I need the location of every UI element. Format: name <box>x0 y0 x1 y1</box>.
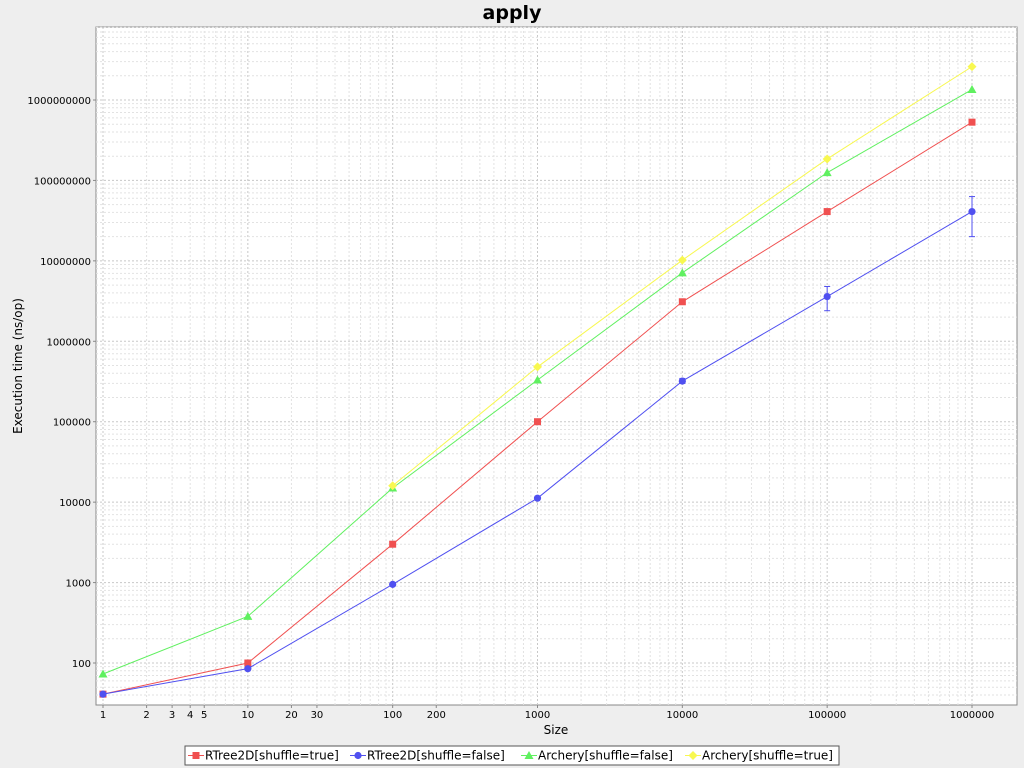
data-point <box>389 540 397 548</box>
legend-marker <box>688 751 698 760</box>
data-point <box>244 659 252 667</box>
y-tick-label: 100 <box>72 659 91 670</box>
data-point <box>678 298 686 306</box>
series-layer <box>98 62 977 698</box>
legend-label: RTree2D[shuffle=true] <box>205 749 339 763</box>
x-tick-label: 3 <box>169 710 175 721</box>
data-point <box>533 494 542 502</box>
data-point <box>823 208 831 216</box>
data-point <box>99 690 107 698</box>
data-point <box>677 268 687 277</box>
data-point <box>533 362 542 372</box>
data-point <box>967 85 977 94</box>
x-tick-label: 20 <box>285 710 298 721</box>
series-2 <box>99 196 976 698</box>
series-4 <box>388 62 977 491</box>
data-point <box>822 168 832 177</box>
legend: RTree2D[shuffle=true] RTree2D[shuffle=fal… <box>184 745 840 766</box>
x-tick-label: 100 <box>383 710 402 721</box>
x-tick-label: 100000 <box>808 710 846 721</box>
x-tick-label: 5 <box>201 710 207 721</box>
legend-label: Archery[shuffle=true] <box>702 749 833 763</box>
data-point <box>244 665 252 673</box>
x-tick-label: 2 <box>143 710 149 721</box>
data-point <box>678 377 686 385</box>
y-axis-label: Execution time (ns/op) <box>11 298 25 434</box>
legend-label: RTree2D[shuffle=false] <box>367 749 505 763</box>
data-point <box>533 375 542 384</box>
chart-title: apply <box>483 2 543 24</box>
y-tick-label: 100000 <box>53 418 91 429</box>
x-tick-label: 1000 <box>525 710 550 721</box>
x-tick-label: 1000000 <box>950 710 995 721</box>
x-tick-label: 10 <box>241 710 254 721</box>
x-axis-label: Size <box>544 723 569 737</box>
y-tick-label: 1000000 <box>46 337 91 348</box>
data-point <box>968 207 976 216</box>
y-tick-label: 10000000 <box>40 257 91 268</box>
x-tick-label: 200 <box>427 710 446 721</box>
legend-marker <box>354 751 362 760</box>
y-tick-label: 1000 <box>66 579 91 590</box>
data-point <box>388 481 398 491</box>
grid-lines <box>96 26 1017 705</box>
legend-marker <box>192 752 200 759</box>
x-tick-label: 4 <box>187 710 193 721</box>
data-point <box>677 255 687 265</box>
x-tick-label: 10000 <box>666 710 698 721</box>
data-point <box>243 611 253 620</box>
data-point <box>968 118 976 126</box>
x-tick-label: 30 <box>311 710 324 721</box>
data-point <box>389 580 397 588</box>
y-tick-label: 10000 <box>59 498 91 509</box>
data-point <box>967 62 977 72</box>
legend-marker <box>524 751 534 759</box>
legend-box <box>184 745 840 766</box>
data-point <box>534 418 541 426</box>
x-tick-label: 1 <box>100 710 106 721</box>
data-point <box>823 292 831 301</box>
y-tick-label: 1000000000 <box>27 96 91 107</box>
data-point <box>822 154 832 164</box>
y-tick-label: 100000000 <box>34 176 91 187</box>
data-point <box>98 669 108 678</box>
legend-label: Archery[shuffle=false] <box>538 749 673 763</box>
axis-ticks: 1 2 3 4 5 10 20 30 100 200 1000 10000 100000 1000000 1… <box>27 96 994 721</box>
